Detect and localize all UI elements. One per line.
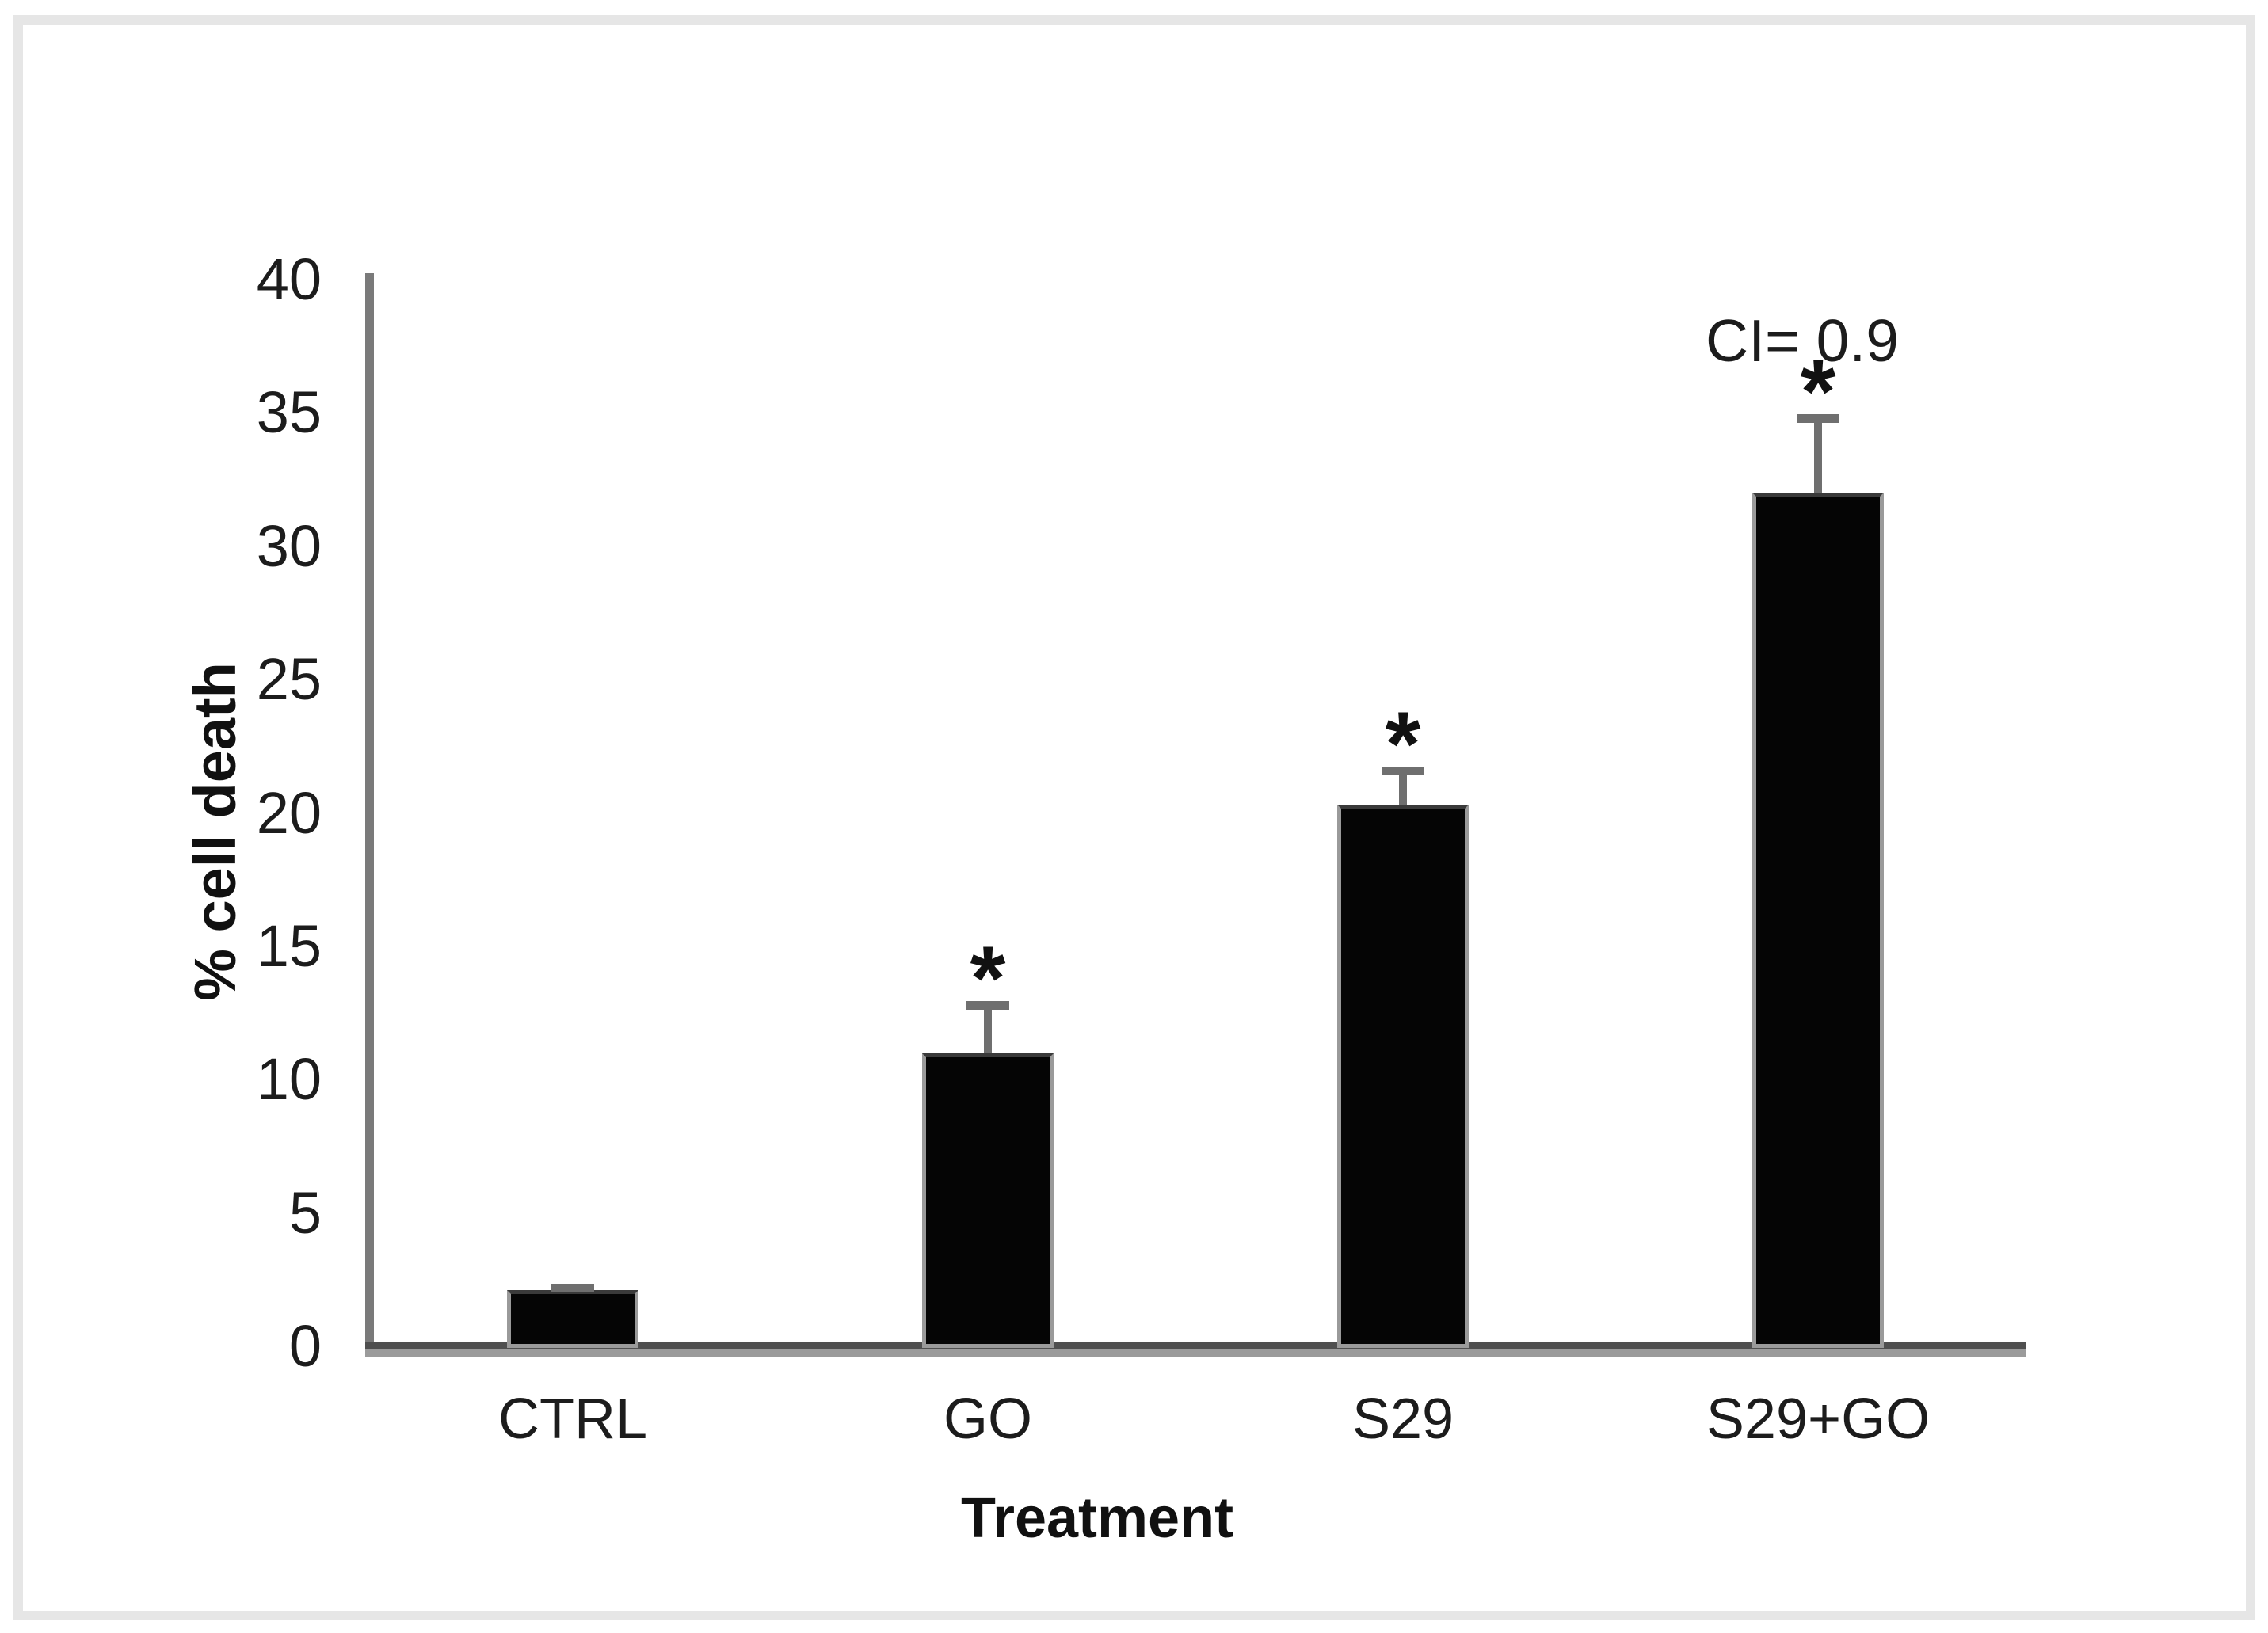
category-label-go: GO — [943, 1387, 1032, 1451]
category-label-ctrl: CTRL — [497, 1387, 647, 1451]
bar-s29-go — [1752, 493, 1884, 1348]
figure-frame-border — [13, 15, 2255, 1620]
error-bar-cap-s29-go — [1797, 414, 1839, 424]
y-tick-label: 5 — [288, 1179, 322, 1246]
y-axis-line — [365, 273, 374, 1349]
y-tick-label: 0 — [288, 1313, 322, 1379]
y-tick-label: 25 — [256, 646, 322, 713]
bar-ctrl — [507, 1290, 638, 1348]
category-label-s29: S29 — [1351, 1387, 1454, 1451]
y-tick-label: 35 — [256, 379, 322, 446]
error-bar-cap-ctrl — [551, 1283, 594, 1292]
y-tick-label: 30 — [256, 512, 322, 579]
category-label-s29-go: S29+GO — [1706, 1387, 1931, 1451]
ci-annotation: CI= 0.9 — [1706, 307, 1899, 374]
error-bar-s29 — [1399, 770, 1407, 805]
error-bar-cap-go — [966, 1000, 1009, 1010]
significance-asterisk-go: * — [970, 927, 1006, 1030]
error-bar-s29-go — [1814, 418, 1822, 493]
error-bar-cap-s29 — [1382, 766, 1424, 775]
y-axis-title: % cell death — [182, 662, 248, 1001]
y-tick-label: 10 — [256, 1046, 322, 1113]
x-axis-line — [365, 1342, 2026, 1349]
error-bar-go — [984, 1004, 992, 1053]
y-tick-label: 15 — [256, 912, 322, 979]
x-axis-line-shadow — [365, 1349, 2026, 1357]
y-tick-label: 20 — [256, 779, 322, 846]
bar-s29 — [1337, 805, 1469, 1348]
significance-asterisk-s29-go: * — [1800, 341, 1836, 443]
y-tick-label: 40 — [256, 246, 322, 312]
x-axis-title: Treatment — [960, 1486, 1234, 1550]
bar-go — [922, 1053, 1054, 1348]
significance-asterisk-s29: * — [1385, 693, 1421, 795]
